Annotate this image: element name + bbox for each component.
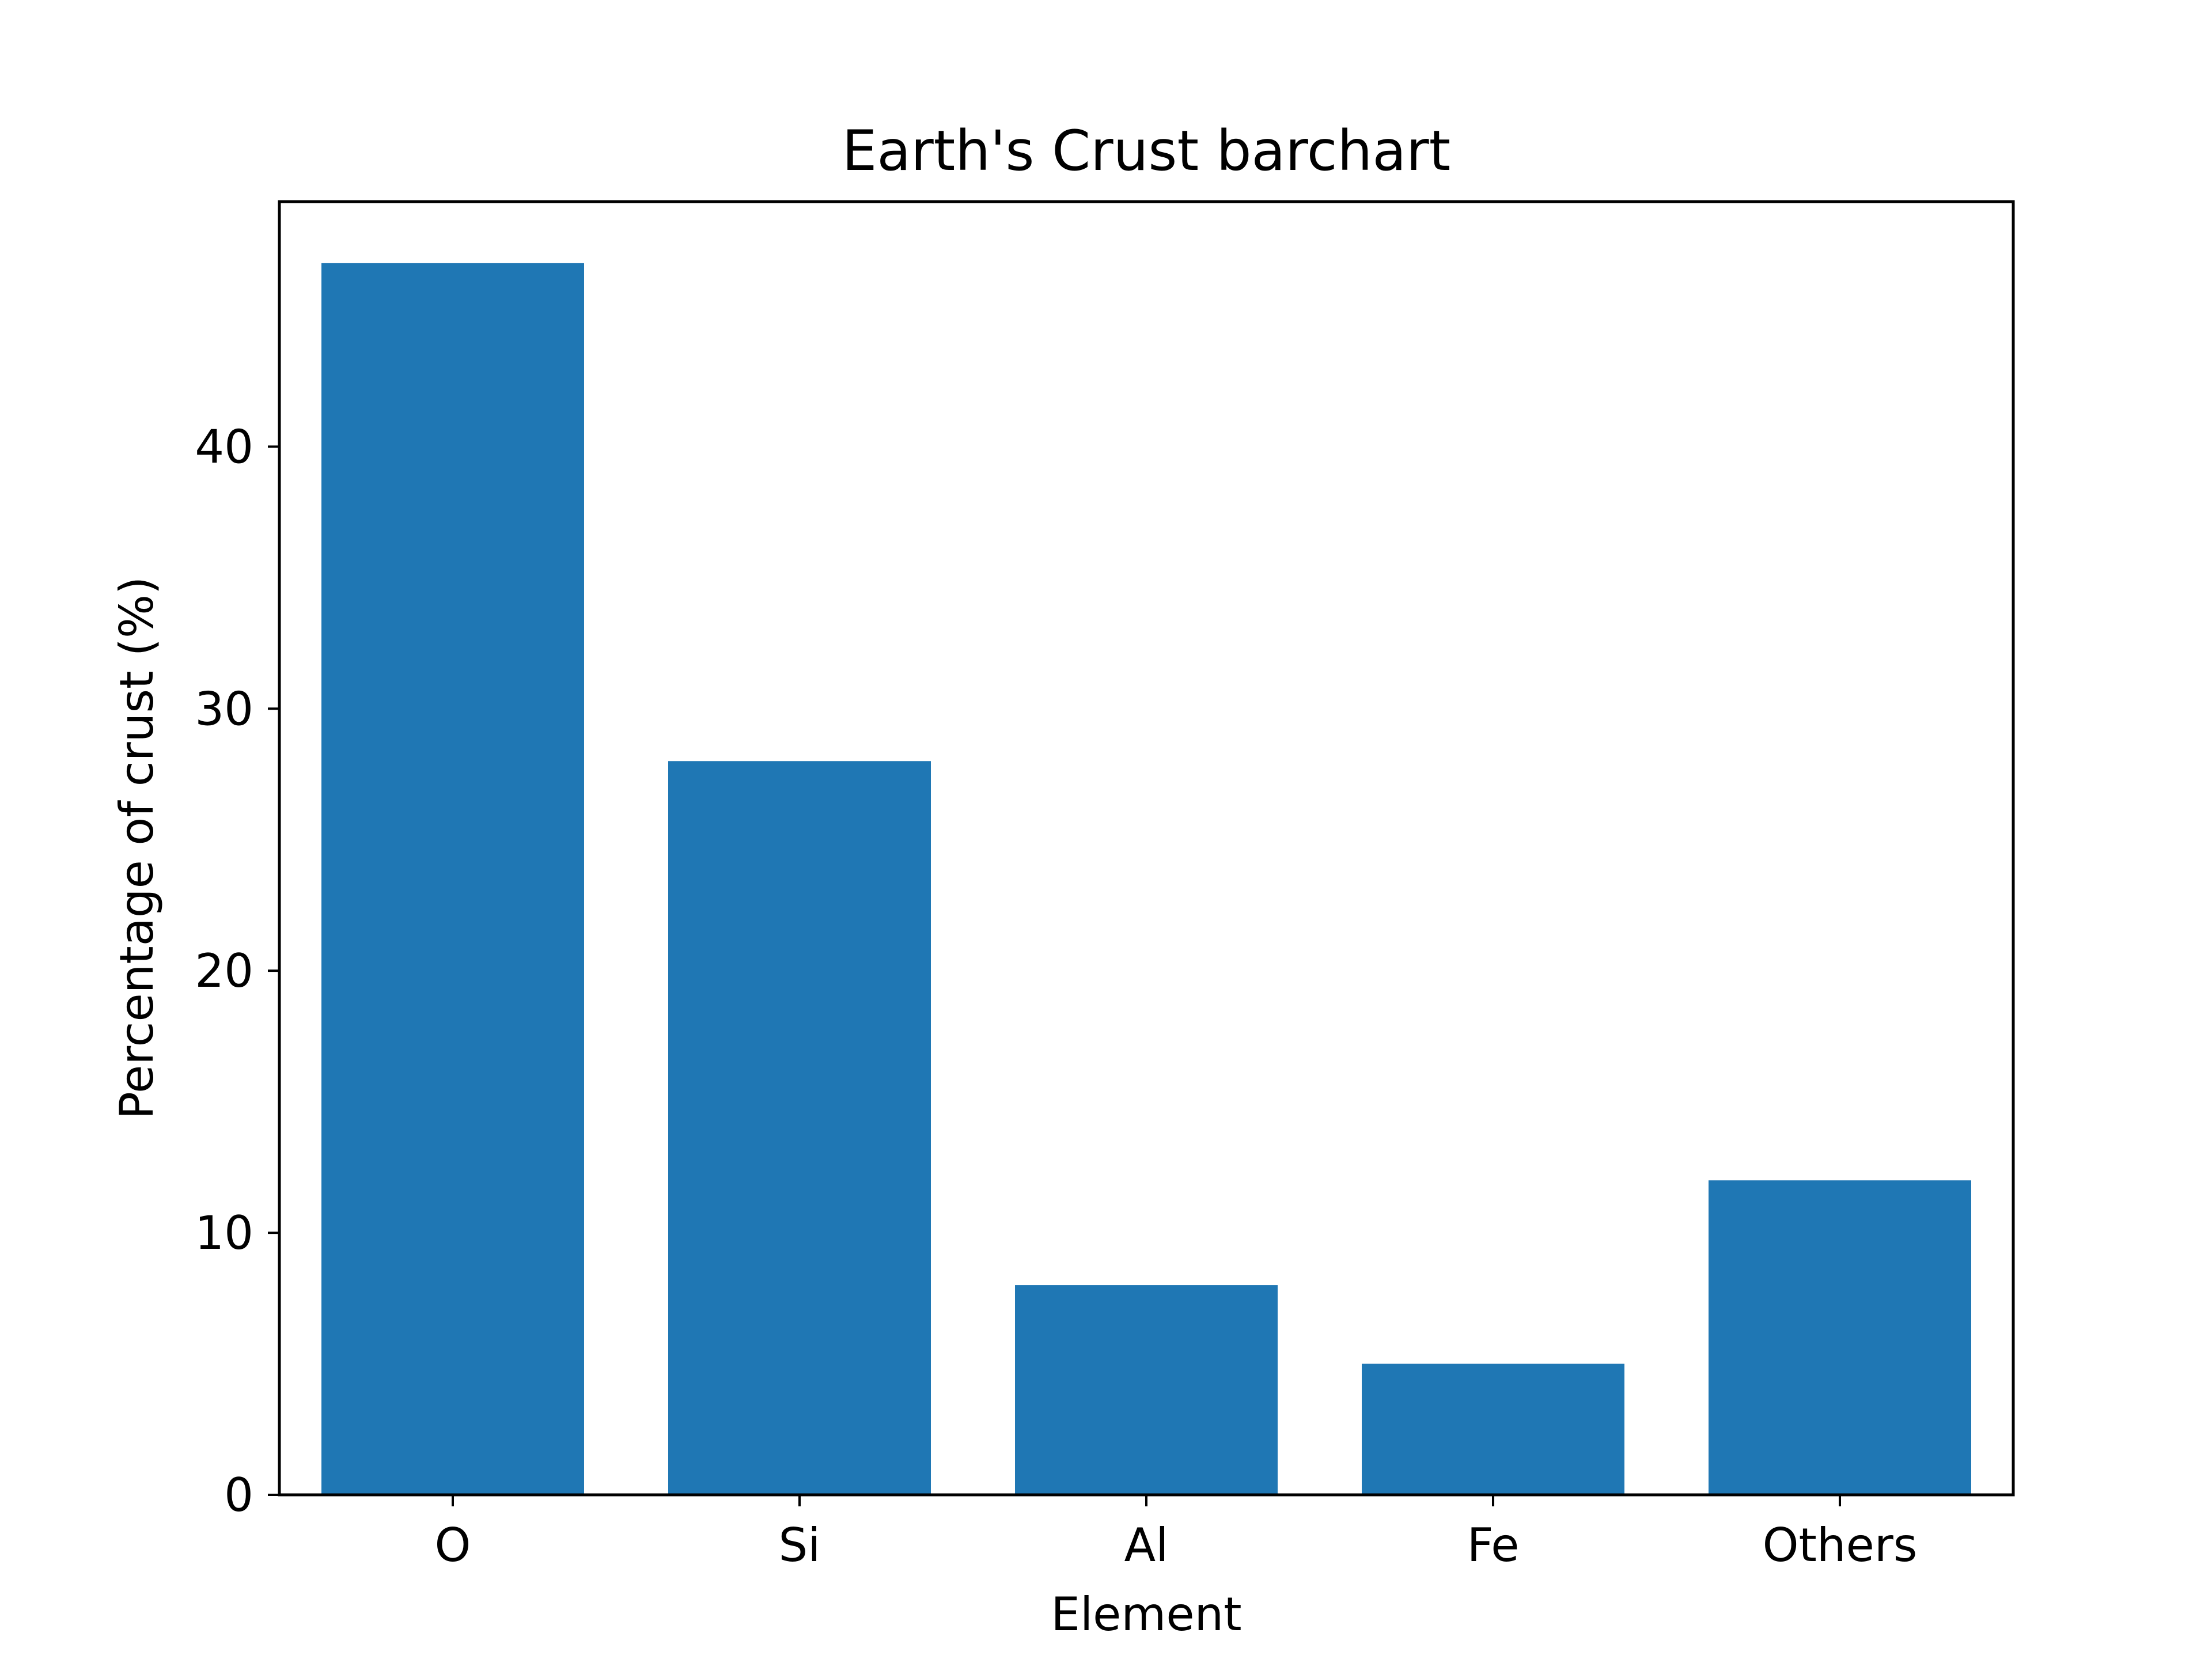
x-axis-label: Element — [1051, 1588, 1241, 1641]
bars-group — [321, 263, 1971, 1495]
x-tick-label: Al — [1124, 1518, 1169, 1572]
plot-area-frame — [278, 200, 2015, 1497]
y-tick-label: 20 — [195, 944, 253, 998]
x-tick-label: Si — [778, 1518, 820, 1572]
x-tick-label: O — [435, 1518, 471, 1572]
chart-title: Earth's Crust barchart — [842, 119, 1451, 183]
y-tick-label: 30 — [195, 682, 253, 736]
x-axis-ticks: O Si Al Fe Others — [435, 1495, 1918, 1572]
x-tick-label: Others — [1763, 1518, 1918, 1572]
bar-si — [668, 761, 931, 1495]
y-tick-label: 10 — [195, 1206, 253, 1260]
bar-al — [1015, 1285, 1278, 1495]
bar-o — [321, 263, 584, 1495]
y-axis-ticks: 0 10 20 30 40 — [195, 420, 279, 1522]
bar-fe — [1362, 1363, 1624, 1495]
bar-others — [1709, 1180, 1971, 1495]
y-tick-label: 0 — [224, 1468, 253, 1522]
x-tick-label: Fe — [1467, 1518, 1520, 1572]
y-axis-label: Percentage of crust (%) — [110, 577, 164, 1120]
y-tick-label: 40 — [195, 420, 253, 474]
